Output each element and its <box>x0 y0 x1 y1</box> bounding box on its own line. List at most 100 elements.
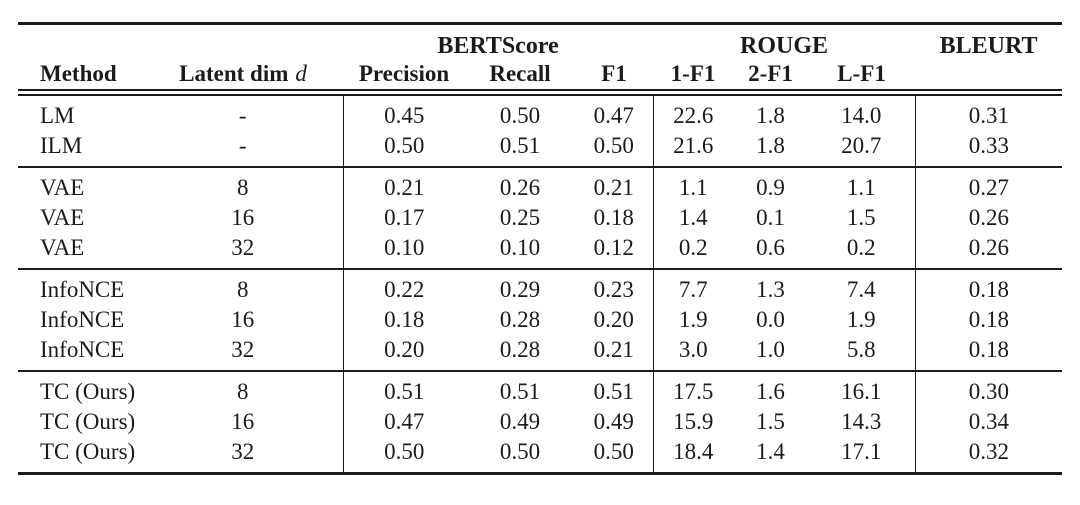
value-cell: 1.8 <box>756 133 785 158</box>
method-cell: TC (Ours) <box>40 409 136 434</box>
value-cell: 0.51 <box>593 379 634 404</box>
value-cell: 0.32 <box>914 437 1063 474</box>
value-cell: 1.9 <box>846 307 876 332</box>
value-cell: 16 <box>231 205 255 230</box>
value-cell: 0.50 <box>499 439 541 464</box>
value-cell: 0.45 <box>342 95 465 131</box>
value-cell: 0.26 <box>499 175 541 200</box>
value-cell: 32 <box>231 235 255 260</box>
value-cell: 22.6 <box>652 95 734 131</box>
table-row: TC (Ours) 8 0.51 0.51 0.51 17.5 1.6 16.1 0.30 <box>18 371 1063 407</box>
col-header-rouge-l-f1: L-F1 <box>837 61 886 86</box>
method-cell: TC (Ours) <box>40 439 136 464</box>
table-row: VAE 32 0.10 0.10 0.12 0.2 0.6 0.2 0.26 <box>18 233 1063 269</box>
value-cell: 0.25 <box>499 205 541 230</box>
group-header-bertscore: BERTScore <box>437 33 559 59</box>
value-cell: 1.8 <box>756 103 785 128</box>
value-cell: 1.5 <box>756 409 785 434</box>
value-cell: 0.26 <box>914 203 1063 233</box>
value-cell: 17.5 <box>652 371 734 407</box>
value-cell: - <box>238 133 247 158</box>
value-cell: 0.23 <box>593 277 634 302</box>
value-cell: 0.27 <box>914 167 1063 203</box>
method-cell: VAE <box>40 205 85 230</box>
results-table: BERTScore ROUGE BLEURT Method Latent dim… <box>18 22 1063 475</box>
value-cell: 1.3 <box>756 277 785 302</box>
double-rule-cell <box>18 89 1063 96</box>
value-cell: 0.28 <box>499 337 541 362</box>
value-cell: 8 <box>237 277 249 302</box>
group-header-bleurt: BLEURT <box>939 33 1038 59</box>
latent-dim-label: Latent dim <box>179 61 289 86</box>
value-cell: 1.4 <box>652 203 734 233</box>
value-cell: 1.5 <box>846 205 876 230</box>
value-cell: 0.2 <box>846 235 876 260</box>
col-header-recall: Recall <box>489 61 551 86</box>
value-cell: 17.1 <box>841 439 882 464</box>
value-cell: 0.30 <box>914 371 1063 407</box>
value-cell: 16.1 <box>841 379 882 404</box>
method-cell: ILM <box>40 133 83 158</box>
value-cell: 0.47 <box>593 103 634 128</box>
group-header-row: BERTScore ROUGE BLEURT <box>18 24 1062 60</box>
table-header: BERTScore ROUGE BLEURT Method Latent dim… <box>18 24 1062 91</box>
value-cell: 0.1 <box>756 205 785 230</box>
value-cell: 0.18 <box>342 305 465 335</box>
value-cell: 0.18 <box>914 335 1063 371</box>
value-cell: 0.49 <box>593 409 634 434</box>
value-cell: 8 <box>237 175 249 200</box>
value-cell: 0.26 <box>914 233 1063 269</box>
value-cell: 0.50 <box>593 133 634 158</box>
value-cell: 0.17 <box>342 203 465 233</box>
method-cell: InfoNCE <box>40 277 125 302</box>
col-header-rouge-1-f1: 1-F1 <box>670 61 716 86</box>
value-cell: - <box>238 103 247 128</box>
table-row: InfoNCE 16 0.18 0.28 0.20 1.9 0.0 1.9 0.18 <box>18 305 1063 335</box>
value-cell: 1.0 <box>756 337 785 362</box>
col-header-latent-dim: Latent dim d <box>143 59 343 90</box>
table-row: LM - 0.45 0.50 0.47 22.6 1.8 14.0 0.31 <box>18 95 1063 131</box>
value-cell: 3.0 <box>652 335 734 371</box>
value-cell: 5.8 <box>846 337 876 362</box>
method-cell: VAE <box>40 175 85 200</box>
value-cell: 0.31 <box>914 95 1063 131</box>
col-header-method: Method <box>40 61 117 86</box>
value-cell: 0.20 <box>593 307 634 332</box>
table-row: TC (Ours) 32 0.50 0.50 0.50 18.4 1.4 17.1 0.32 <box>18 437 1063 474</box>
group-header-rouge: ROUGE <box>740 33 829 59</box>
header-double-rule <box>18 89 1063 96</box>
value-cell: 7.4 <box>846 277 876 302</box>
value-cell: 0.21 <box>342 167 465 203</box>
value-cell: 1.1 <box>652 167 734 203</box>
value-cell: 0.49 <box>499 409 541 434</box>
value-cell: 0.18 <box>593 205 634 230</box>
value-cell: 0.33 <box>914 131 1063 167</box>
value-cell: 0.50 <box>499 103 541 128</box>
value-cell: 16 <box>231 409 255 434</box>
method-cell: LM <box>40 103 75 128</box>
value-cell: 0.9 <box>756 175 785 200</box>
value-cell: 0.18 <box>914 305 1063 335</box>
column-header-row: Method Latent dim d Precision Recall F1 1… <box>18 59 1062 90</box>
value-cell: 16 <box>231 307 255 332</box>
value-cell: 0.6 <box>756 235 785 260</box>
value-cell: 1.1 <box>846 175 876 200</box>
value-cell: 14.0 <box>841 103 882 128</box>
col-header-f1: F1 <box>601 61 627 86</box>
value-cell: 0.47 <box>342 407 465 437</box>
col-header-precision: Precision <box>358 61 450 86</box>
method-cell: InfoNCE <box>40 307 125 332</box>
value-cell: 18.4 <box>652 437 734 474</box>
value-cell: 0.50 <box>342 437 465 474</box>
table-row: VAE 16 0.17 0.25 0.18 1.4 0.1 1.5 0.26 <box>18 203 1063 233</box>
method-cell: InfoNCE <box>40 337 125 362</box>
method-cell: VAE <box>40 235 85 260</box>
value-cell: 14.3 <box>841 409 882 434</box>
value-cell: 0.21 <box>593 175 634 200</box>
table-row: InfoNCE 32 0.20 0.28 0.21 3.0 1.0 5.8 0.18 <box>18 335 1063 371</box>
table-row: TC (Ours) 16 0.47 0.49 0.49 15.9 1.5 14.3 0.34 <box>18 407 1063 437</box>
value-cell: 0.29 <box>499 277 541 302</box>
value-cell: 1.9 <box>652 305 734 335</box>
latent-dim-variable: d <box>295 61 307 86</box>
